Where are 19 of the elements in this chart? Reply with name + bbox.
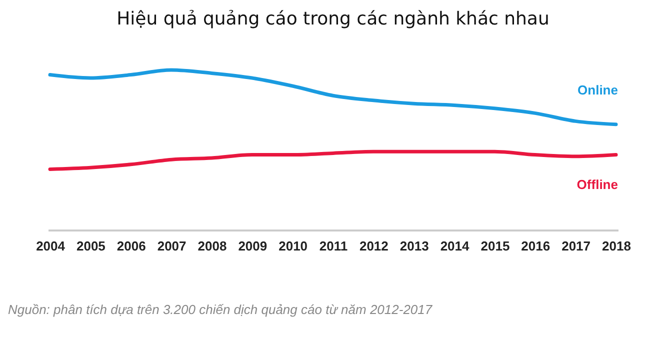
x-tick-label: 2014 <box>440 238 470 254</box>
x-tick-label: 2005 <box>76 238 106 254</box>
series-label: Online <box>578 82 618 98</box>
x-tick-label: 2008 <box>198 238 227 254</box>
x-tick-label: 2009 <box>238 238 268 254</box>
x-tick-label: 2018 <box>602 238 631 254</box>
x-tick-label: 2012 <box>359 238 388 254</box>
series-label: Offline <box>576 176 618 192</box>
chart-title: Hiệu quả quảng cáo trong các ngành khác nhau <box>116 8 550 30</box>
x-tick-label: 2015 <box>480 238 510 254</box>
x-tick-label: 2013 <box>400 238 429 254</box>
x-tick-label: 2017 <box>562 238 591 254</box>
x-tick-label: 2010 <box>278 238 308 254</box>
text: Nguồn: phân tích dựa trên 3.200 chiến dịch quảng cáo từ năm 2012-2017 <box>8 302 432 317</box>
x-tick-label: 2007 <box>157 238 186 254</box>
x-tick-label: 2006 <box>116 238 146 254</box>
x-tick-label: 2011 <box>319 238 348 254</box>
x-tick-label: 2016 <box>521 238 550 254</box>
x-tick-label: 2004 <box>36 238 66 254</box>
